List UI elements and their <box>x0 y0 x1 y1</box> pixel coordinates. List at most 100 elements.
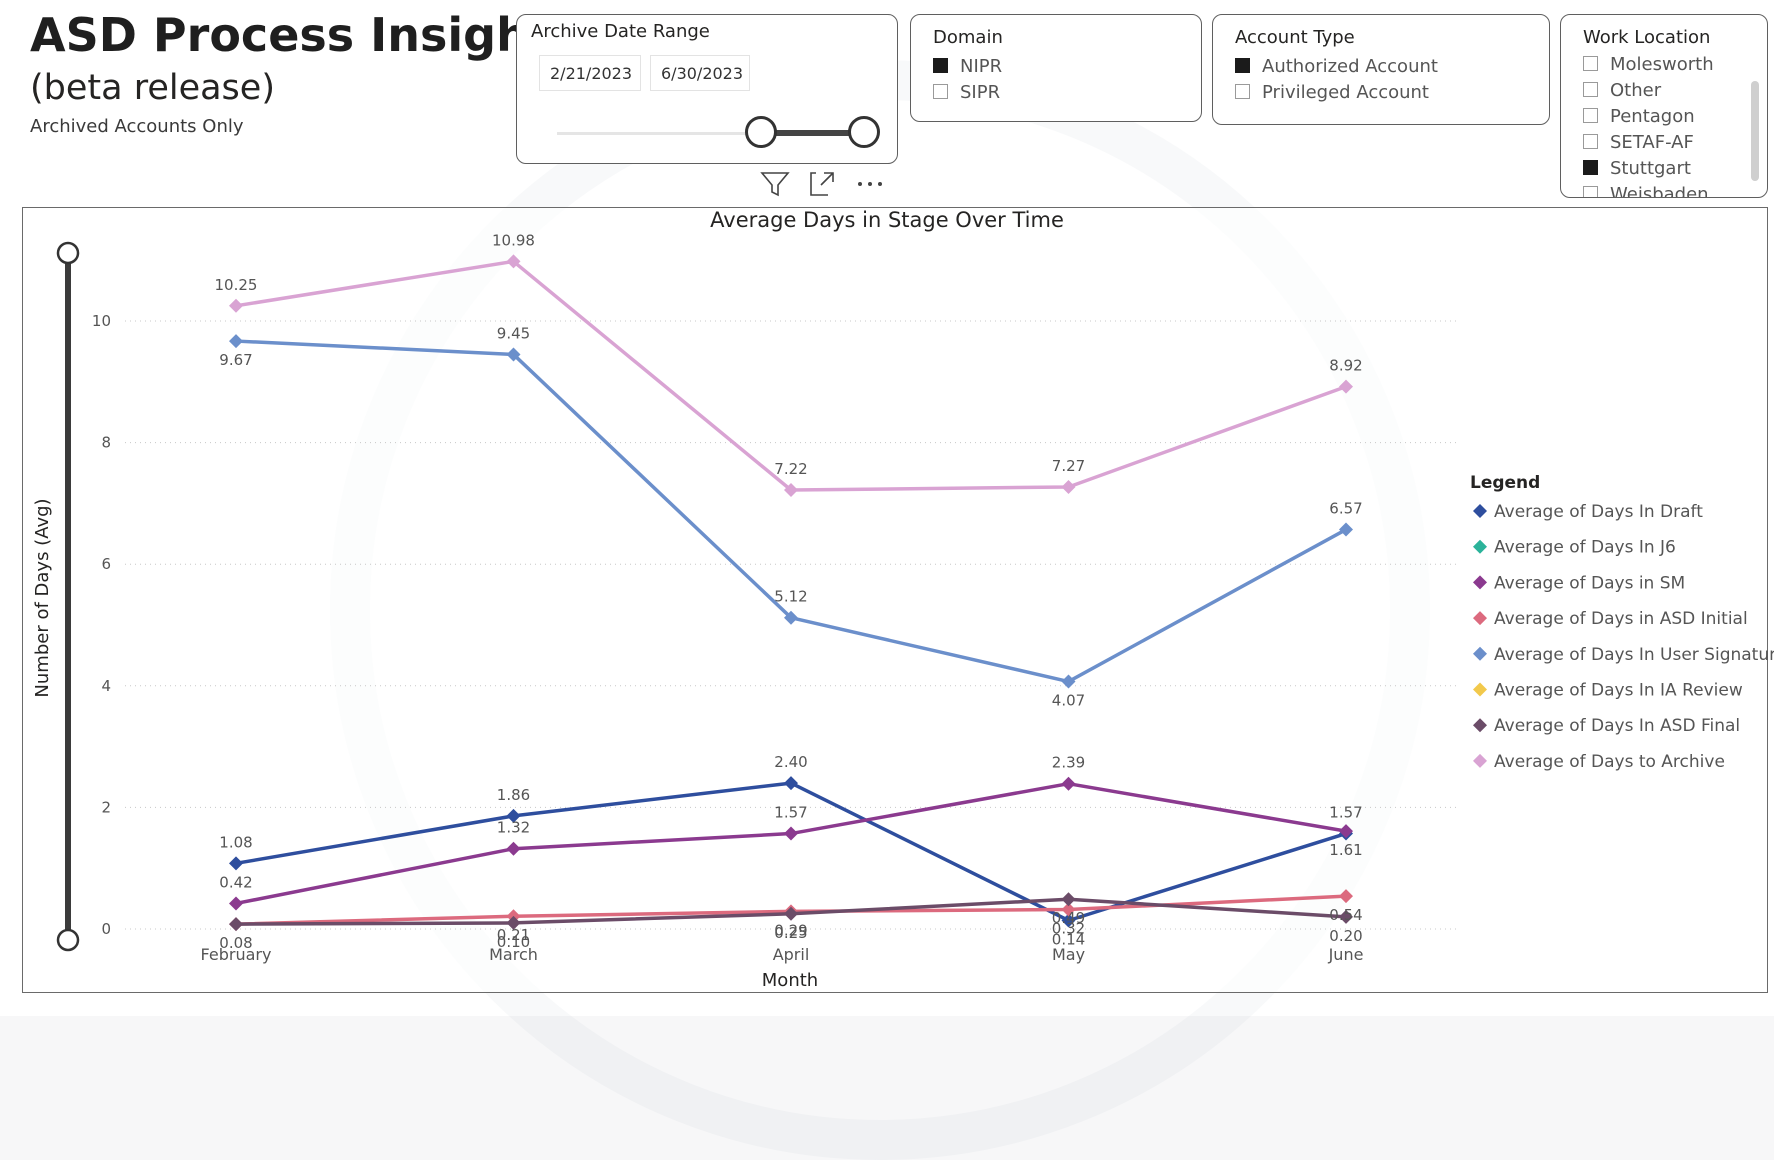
series-line <box>235 339 1347 684</box>
work-location-list[interactable]: Molesworth Other Pentagon SETAF-AF Stutt… <box>1561 51 1731 197</box>
data-point-marker <box>1339 522 1353 537</box>
legend-marker-icon <box>1473 539 1487 554</box>
domain-slicer-title: Domain <box>933 27 1003 48</box>
checkbox-checked-icon[interactable] <box>933 57 948 73</box>
location-option-pentagon[interactable]: Pentagon <box>1583 105 1695 129</box>
data-label: 10.98 <box>492 231 535 249</box>
legend-marker-icon <box>1473 504 1487 518</box>
more-options-icon[interactable] <box>855 170 885 203</box>
checkbox-checked-icon[interactable] <box>1235 57 1250 73</box>
domain-option-sipr[interactable]: SIPR <box>933 81 1000 105</box>
data-point-marker <box>1061 892 1076 907</box>
line-chart-svg: 0 2 4 6 8 10 February March April May June Month Num… <box>32 231 1774 991</box>
data-label: 9.45 <box>497 324 530 342</box>
data-point-marker <box>1061 776 1076 791</box>
domain-option-nipr[interactable]: NIPR <box>933 55 1002 79</box>
filter-icon[interactable] <box>760 170 790 203</box>
data-label: 1.08 <box>219 833 252 851</box>
checkbox-unchecked-icon[interactable] <box>1583 81 1598 97</box>
series-line <box>235 259 1347 492</box>
location-option-other[interactable]: Other <box>1583 79 1661 103</box>
data-label: 0.14 <box>1052 930 1085 948</box>
y-tick-label: 2 <box>101 798 111 816</box>
checkbox-checked-icon[interactable] <box>1583 159 1598 175</box>
data-point-marker <box>784 483 798 498</box>
data-point-marker <box>1339 824 1353 839</box>
legend-marker-icon <box>1473 682 1487 697</box>
data-point-marker <box>1339 909 1353 924</box>
legend-item[interactable]: Average of Days In User Signature <box>1494 645 1774 665</box>
domain-slicer[interactable]: Domain NIPR SIPR <box>910 14 1202 122</box>
legend-item[interactable]: Average of Days in SM <box>1494 573 1685 593</box>
data-label: 0.25 <box>774 924 807 942</box>
focus-mode-icon[interactable] <box>808 170 836 203</box>
legend-item[interactable]: Average of Days In ASD Final <box>1494 716 1740 736</box>
work-location-slicer[interactable]: Work Location Molesworth Other Pentagon … <box>1560 14 1768 198</box>
x-tick-label: March <box>489 945 538 964</box>
data-label: 0.54 <box>1329 906 1362 924</box>
visual-toolbar <box>760 170 899 202</box>
data-label: 1.86 <box>497 786 530 804</box>
data-point-marker <box>1061 479 1076 494</box>
data-label: 0.10 <box>497 933 530 951</box>
y-zoom-handle[interactable] <box>56 928 80 952</box>
date-range-slicer[interactable]: Archive Date Range 2/21/2023 6/30/2023 <box>516 14 898 164</box>
data-point-marker <box>784 906 798 921</box>
legend-marker-icon <box>1473 646 1487 661</box>
legend-marker-icon <box>1473 611 1487 626</box>
y-tick-label: 10 <box>92 312 111 330</box>
data-point-marker <box>1061 674 1076 689</box>
legend-marker-icon <box>1473 575 1487 590</box>
data-point-marker <box>1061 913 1076 928</box>
work-location-slicer-title: Work Location <box>1583 27 1711 48</box>
account-type-slicer[interactable]: Account Type Authorized Account Privileg… <box>1212 14 1550 125</box>
data-label: 9.67 <box>219 351 252 369</box>
location-option-molesworth[interactable]: Molesworth <box>1583 53 1714 77</box>
data-label: 4.07 <box>1052 692 1085 710</box>
checkbox-unchecked-icon[interactable] <box>1235 83 1250 99</box>
data-point-marker <box>229 298 243 313</box>
range-start-handle[interactable] <box>745 116 777 148</box>
checkbox-unchecked-icon[interactable] <box>1583 55 1598 71</box>
y-axis-title: Number of Days (Avg) <box>32 498 53 697</box>
location-option-stuttgart[interactable]: Stuttgart <box>1583 157 1691 181</box>
data-point-marker <box>506 347 521 362</box>
range-end-handle[interactable] <box>848 116 880 148</box>
end-date-input[interactable]: 6/30/2023 <box>650 55 750 91</box>
legend-item[interactable]: Average of Days In J6 <box>1494 538 1676 558</box>
start-date-input[interactable]: 2/21/2023 <box>539 55 641 91</box>
account-option-authorized[interactable]: Authorized Account <box>1235 55 1438 79</box>
legend-item[interactable]: Average of Days in ASD Initial <box>1494 609 1748 629</box>
work-location-scrollbar[interactable] <box>1751 81 1759 181</box>
checkbox-unchecked-icon[interactable] <box>1583 107 1598 123</box>
legend-item[interactable]: Average of Days In Draft <box>1494 502 1703 522</box>
data-label: 0.08 <box>219 934 252 952</box>
data-label: 2.39 <box>1052 754 1085 772</box>
data-label: 0.42 <box>219 873 252 891</box>
data-point-marker <box>784 826 798 841</box>
legend-marker-icon <box>1473 718 1487 733</box>
legend-item[interactable]: Average of Days to Archive <box>1494 752 1725 772</box>
x-axis-title: Month <box>762 970 818 991</box>
legend-item[interactable]: Average of Days In IA Review <box>1494 681 1743 701</box>
data-label: 0.21 <box>497 926 530 944</box>
date-range-track <box>557 132 871 135</box>
chart-title: Average Days in Stage Over Time <box>710 208 1064 232</box>
location-option-weisbaden[interactable]: Weisbaden <box>1583 183 1709 197</box>
checkbox-unchecked-icon[interactable] <box>933 83 948 99</box>
data-label: 1.61 <box>1329 841 1362 859</box>
x-tick-label: April <box>773 945 810 964</box>
y-zoom-handle[interactable] <box>56 241 80 265</box>
data-label: 0.20 <box>1329 927 1362 945</box>
y-tick-label: 6 <box>101 555 111 573</box>
checkbox-unchecked-icon[interactable] <box>1583 133 1598 149</box>
data-label: 8.92 <box>1329 357 1362 375</box>
checkbox-unchecked-icon[interactable] <box>1583 185 1598 197</box>
y-tick-label: 4 <box>101 677 111 695</box>
data-point-marker <box>506 254 521 269</box>
line-chart-visual[interactable] <box>22 207 1768 993</box>
data-label: 6.57 <box>1329 500 1362 518</box>
data-label: 1.57 <box>774 804 807 822</box>
location-option-setaf-af[interactable]: SETAF-AF <box>1583 131 1694 155</box>
account-option-privileged[interactable]: Privileged Account <box>1235 81 1429 105</box>
